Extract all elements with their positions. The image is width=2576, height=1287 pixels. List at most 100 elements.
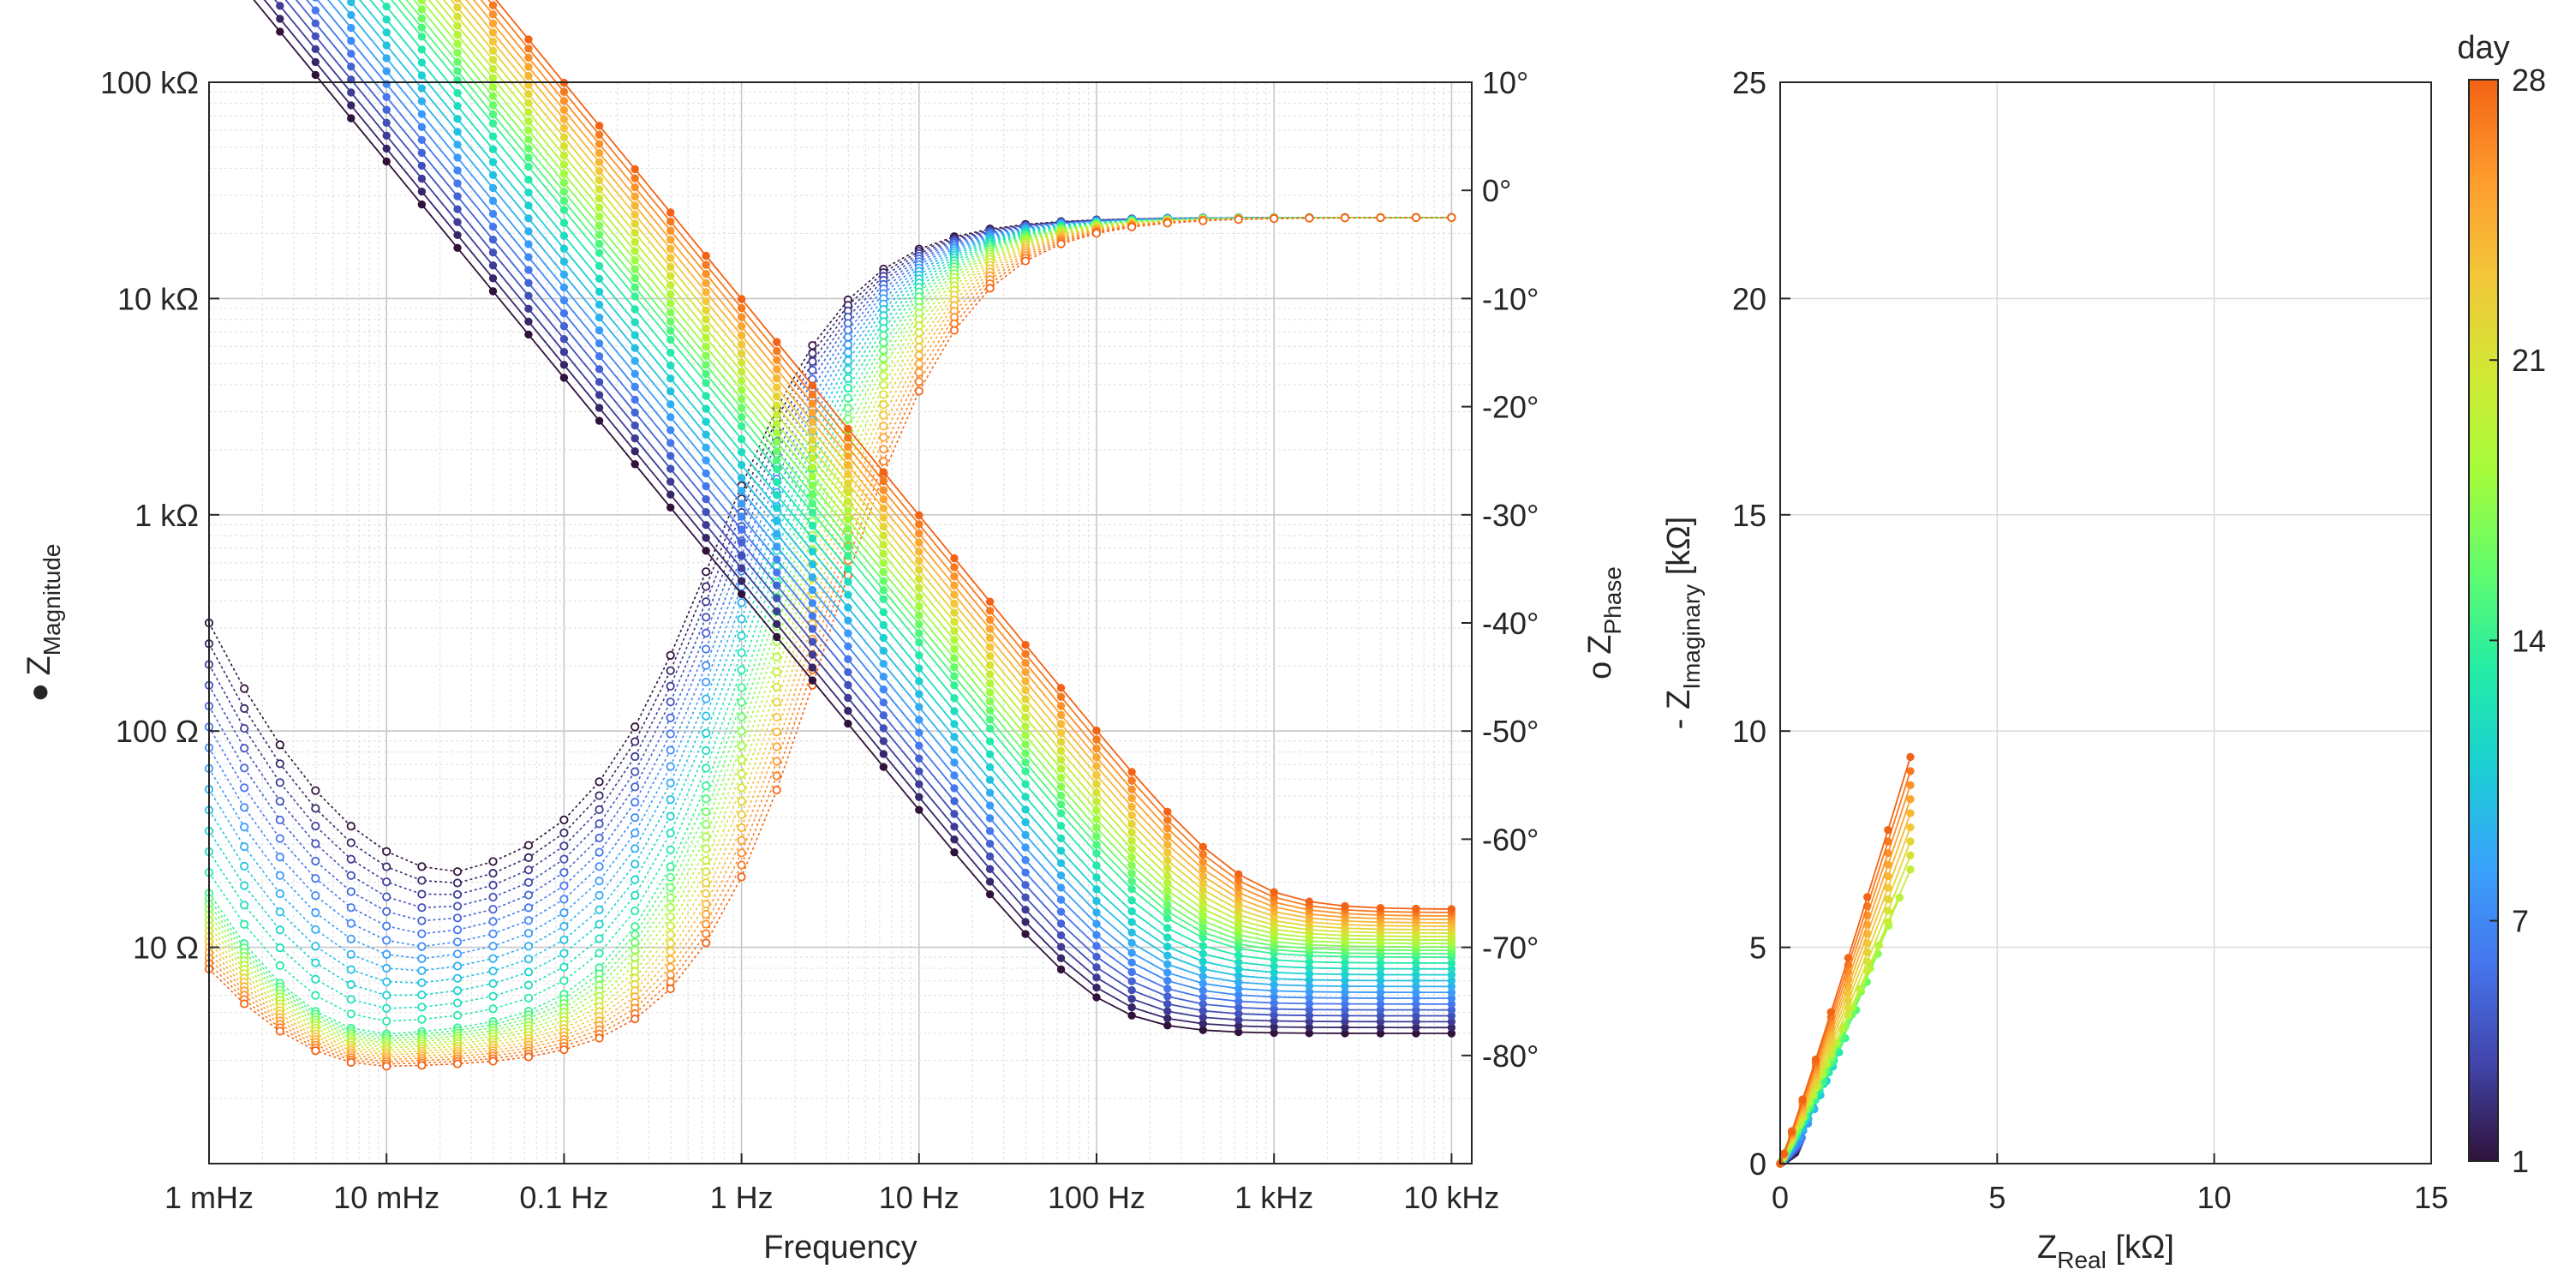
bode-magnitude-marker [737, 358, 746, 367]
bode-phase-marker [772, 727, 781, 737]
bode-phase-marker [452, 986, 463, 996]
bode-magnitude-marker [524, 108, 533, 117]
bode-magnitude-marker [488, 64, 498, 74]
bode-phase-marker [843, 348, 852, 357]
bode-phase-line-day-5 [208, 216, 1452, 922]
bode-magnitude-marker [879, 659, 888, 668]
bode-magnitude-marker [524, 330, 533, 339]
bode-y-left-tick-label: 10 kΩ [117, 281, 199, 316]
bode-phase-marker [346, 919, 356, 928]
bode-magnitude-marker [488, 19, 498, 28]
bode-magnitude-marker [1163, 924, 1172, 932]
bode-phase-marker [666, 962, 675, 972]
bode-magnitude-marker [737, 295, 746, 303]
bode-phase-marker [737, 755, 746, 764]
bode-phase-marker [737, 797, 746, 806]
bode-magnitude-marker [524, 240, 533, 248]
bode-phase-marker [417, 903, 427, 913]
bode-phase-marker [666, 893, 675, 902]
bode-magnitude-marker [631, 344, 639, 352]
bode-magnitude-marker [382, 93, 391, 101]
bode-magnitude-marker [702, 482, 710, 491]
bode-phase-marker [702, 878, 711, 888]
bode-phase-marker [843, 332, 852, 342]
bode-magnitude-marker [879, 711, 888, 720]
bode-magnitude-marker [1021, 695, 1030, 703]
bode-magnitude-marker [879, 531, 888, 540]
bode-magnitude-marker [1092, 788, 1101, 797]
bode-magnitude-marker [488, 261, 498, 270]
bode-magnitude-marker [879, 522, 888, 531]
bode-magnitude-marker [1198, 871, 1207, 881]
bode-phase-marker [631, 767, 640, 776]
bode-magnitude-marker [1376, 903, 1385, 913]
bode-magnitude-marker [915, 651, 923, 660]
bode-magnitude-marker [631, 228, 639, 237]
bode-phase-marker [452, 998, 463, 1008]
bode-phase-marker [488, 1004, 498, 1014]
bode-magnitude-marker [1021, 649, 1030, 658]
bode-magnitude-marker [950, 707, 959, 715]
bode-magnitude-marker [453, 0, 462, 3]
bode-magnitude-marker [737, 487, 746, 495]
bode-magnitude-marker [1198, 942, 1207, 950]
bode-phase-marker [346, 871, 356, 880]
bode-magnitude-marker [595, 185, 604, 194]
bode-magnitude-marker [559, 196, 569, 206]
colorbar-gradient [2468, 79, 2499, 1162]
bode-magnitude-marker [311, 19, 320, 27]
bode-magnitude-marker [488, 196, 498, 206]
bode-magnitude-marker [595, 404, 604, 412]
nyquist-x-tick-labels: 0 5 10 15 [1772, 1153, 2448, 1215]
bode-x-tick-labels: 1 mHz 10 mHz 0.1 Hz 1 Hz 10 Hz 100 Hz 1 kHz 10 … [164, 1153, 1499, 1215]
bode-magnitude-marker [417, 5, 427, 14]
bode-magnitude-marker [737, 474, 746, 482]
bode-phase-marker [879, 338, 888, 347]
bode-magnitude-line-day-3 [274, 0, 1452, 1023]
bode-magnitude-marker [1127, 949, 1136, 957]
bode-magnitude-marker [1021, 930, 1030, 938]
bode-magnitude-marker [773, 477, 781, 487]
bode-magnitude-marker [382, 41, 391, 50]
bode-magnitude-marker [347, 0, 356, 7]
bode-magnitude-marker [1163, 893, 1172, 902]
bode-phase-marker [879, 457, 888, 466]
bode-y-right-tick-label: -30° [1482, 498, 1539, 533]
bode-magnitude-marker [1127, 877, 1136, 886]
bode-phase-marker [1056, 239, 1066, 248]
bode-magnitude-marker [453, 57, 462, 67]
bode-magnitude-marker [1127, 985, 1136, 995]
bode-magnitude-marker [1163, 907, 1172, 916]
nyquist-y-tick-label: 5 [1749, 931, 1766, 966]
bode-magnitude-marker [1092, 931, 1101, 939]
bode-phase-marker [949, 326, 959, 335]
bode-magnitude-marker [1021, 830, 1030, 840]
bode-magnitude-marker [1234, 951, 1243, 960]
nyquist-x-axis-label: ZReal [kΩ] [2037, 1230, 2174, 1273]
bode-magnitude-marker [879, 476, 888, 486]
bode-magnitude-marker [488, 101, 498, 110]
bode-magnitude-marker [844, 506, 852, 515]
bode-magnitude-marker [1163, 999, 1172, 1009]
bode-magnitude-marker [702, 342, 710, 351]
bode-magnitude-marker [276, 15, 284, 23]
bode-phase-marker [452, 961, 463, 971]
bode-magnitude-marker [595, 313, 604, 322]
bode-phase-marker [523, 903, 534, 913]
bode-phase-marker [595, 1033, 604, 1043]
bode-magnitude-line-day-27 [487, 0, 1452, 913]
bode-magnitude-marker [879, 595, 888, 604]
bode-magnitude-marker [702, 333, 710, 342]
bode-magnitude-marker [1092, 805, 1101, 815]
bode-magnitude-marker [559, 374, 569, 382]
bode-magnitude-marker [1234, 870, 1243, 879]
bode-magnitude-marker [950, 733, 959, 741]
bode-magnitude-marker [844, 693, 852, 703]
bode-magnitude-marker [915, 638, 923, 647]
bode-magnitude-marker [1021, 758, 1030, 767]
bode-phase-marker [382, 847, 391, 856]
bode-phase-marker [275, 907, 284, 917]
bode-phase-line-day-20 [208, 217, 1452, 1049]
bode-magnitude-marker [950, 835, 959, 844]
bode-phase-marker [488, 880, 498, 890]
